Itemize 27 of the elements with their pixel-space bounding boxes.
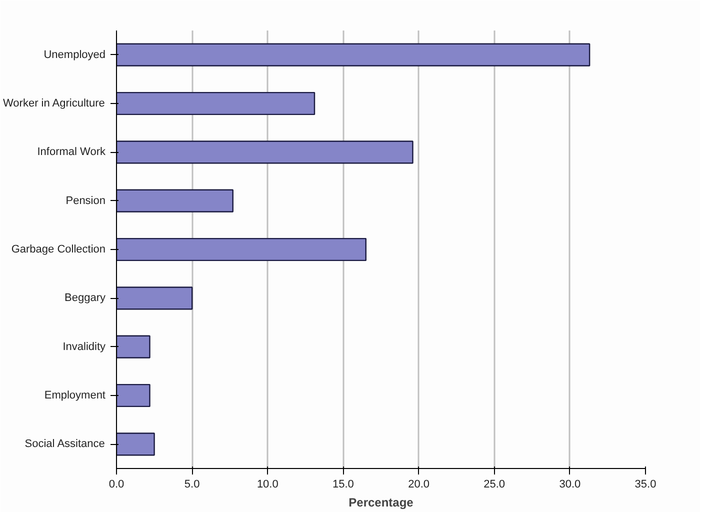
bar xyxy=(116,92,316,116)
x-tick-label: 0.0 xyxy=(108,478,124,490)
y-tick-label: Worker in Agriculture xyxy=(3,98,105,110)
x-tick-label: 5.0 xyxy=(184,478,200,490)
bar xyxy=(116,238,366,262)
bar xyxy=(116,140,414,164)
y-tick-label: Informal Work xyxy=(37,146,106,158)
y-tick-label: Pension xyxy=(66,194,106,207)
y-tick-label: Employment xyxy=(44,390,106,402)
y-tick-label: Social Assitance xyxy=(24,438,105,450)
bar xyxy=(116,43,590,66)
bar xyxy=(116,432,155,456)
bar xyxy=(116,189,234,212)
y-tick-label: Unemployed xyxy=(44,48,106,61)
x-tick-label: 35.0 xyxy=(634,478,656,490)
y-tick-label: Garbage Collection xyxy=(11,244,106,256)
x-tick-label: 25.0 xyxy=(484,478,506,490)
x-tick-label: 10.0 xyxy=(256,478,278,490)
x-tick-label: 20.0 xyxy=(408,478,430,490)
y-tick-label: Invalidity xyxy=(62,340,106,353)
x-axis-title: Percentage xyxy=(348,496,414,510)
x-tick-label: 15.0 xyxy=(332,478,354,490)
x-tick-label: 30.0 xyxy=(559,478,581,490)
bar xyxy=(116,335,150,358)
y-tick-label: Beggary xyxy=(64,292,106,304)
bar xyxy=(116,384,150,408)
bar xyxy=(116,286,193,310)
